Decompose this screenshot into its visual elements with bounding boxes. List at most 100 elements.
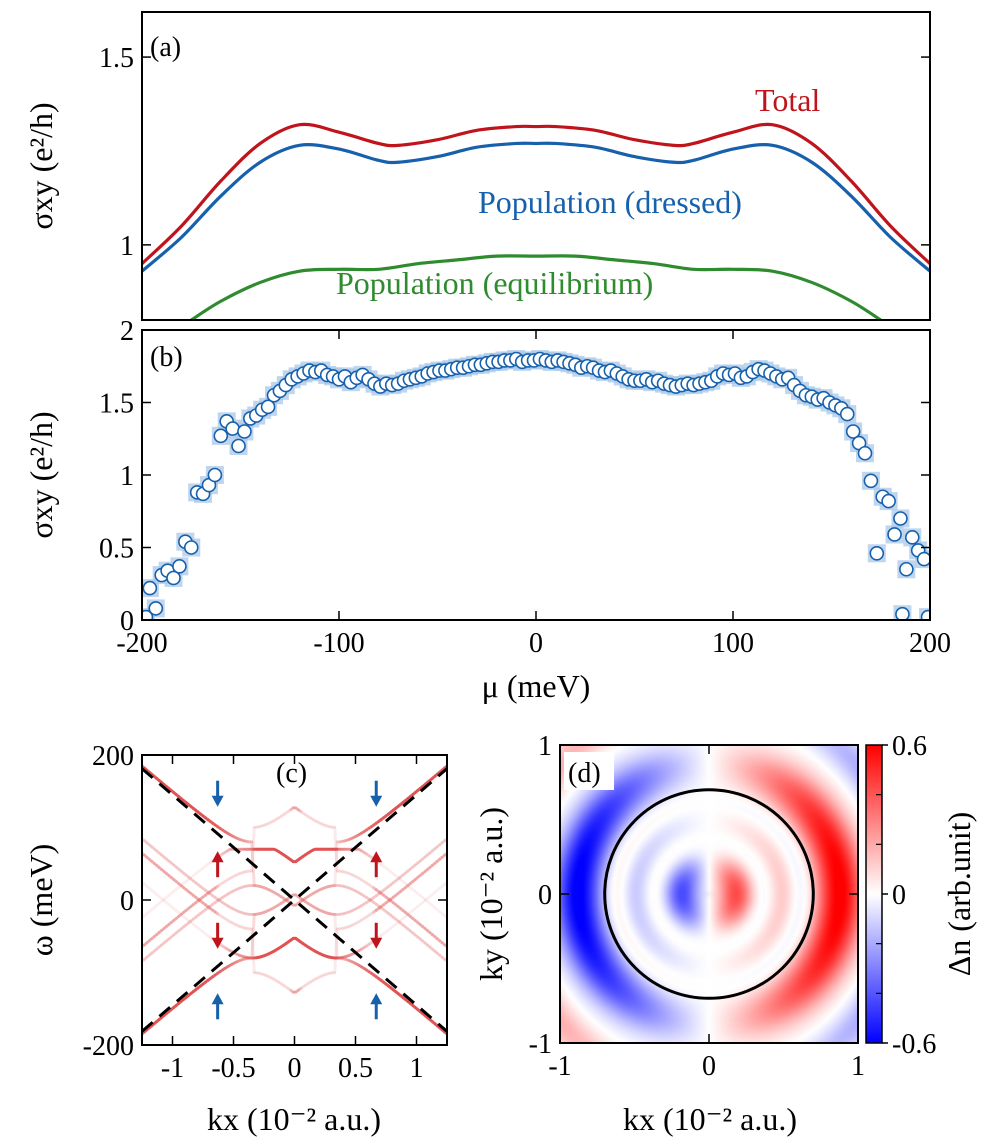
panel-c-band-upper-a-seg-76 xyxy=(325,884,332,889)
panel-c-band-replica-top-seg-23 xyxy=(196,897,203,903)
panel-b-error-bands xyxy=(142,350,930,620)
panel-c-band-upper-b-seg-105 xyxy=(396,919,403,925)
panel-c-band-replica-top-seg-30 xyxy=(213,884,220,890)
panel-c-band-upper-b-seg-42 xyxy=(242,884,249,889)
panel-c-band-replica-top-seg-29 xyxy=(211,886,217,892)
panel-c-band-lower-b-seg-68 xyxy=(306,901,312,907)
panel-c-band-replica-top-seg-99 xyxy=(382,893,388,899)
panel-c-band-replica-bottom-seg-15 xyxy=(177,882,183,888)
panel-c-band-replica-top-seg-24 xyxy=(199,895,205,901)
panel-c-band-replica-bottom-seg-3 xyxy=(147,857,154,863)
panel-c-band-replica-top-seg-26 xyxy=(203,891,210,897)
panel-c-band-upper-a-seg-58 xyxy=(282,896,288,902)
panel-c-band-lower-b-seg-53 xyxy=(269,906,276,911)
panel-c-band-lower-b-seg-21 xyxy=(191,879,198,885)
panel-c-band-lower-b-seg-57 xyxy=(279,900,286,905)
panel-c-band-upper-b-seg-99 xyxy=(382,908,388,914)
panel-c-band-replica-top-seg-109 xyxy=(406,912,412,918)
panel-c-band-lower-a-seg-36 xyxy=(228,962,234,967)
panel-c-band-lower-b-seg-14 xyxy=(174,865,181,871)
panel-c-band-lower-b-seg-16 xyxy=(179,869,185,875)
panel-d-xtick-label-2: 1 xyxy=(851,1051,865,1082)
panel-c-band-replica-bottom-seg-98 xyxy=(379,903,386,909)
panel-c-band-upper-b-seg-57 xyxy=(279,895,286,900)
panel-c-band-replica-top-seg-15 xyxy=(177,912,183,918)
panel-c-band-mid-up-seg-11 xyxy=(167,891,173,897)
panel-c-band-replica-bottom-seg-103 xyxy=(391,893,398,899)
panel-c-band-upper-b-seg-55 xyxy=(274,892,281,897)
panel-c-band-lower-a-seg-63 xyxy=(294,893,300,899)
panel-c-band-replica-bottom-seg-99 xyxy=(382,901,388,907)
panel-c-band-upper-a-seg-69 xyxy=(308,892,315,897)
panel-b-point-128 xyxy=(893,511,908,526)
panel-c-band-upper-b-seg-37 xyxy=(230,888,237,894)
panel-c-band-lower-b-seg-66 xyxy=(301,898,307,904)
panel-c-band-replica-bottom-seg-4 xyxy=(150,859,156,865)
panel-c-band-lower-b-seg-12 xyxy=(169,861,176,867)
panel-c-band-mid-up-seg-109 xyxy=(406,883,412,889)
panel-c-band-replica-bottom-seg-95 xyxy=(372,908,378,914)
panel-c-band-upper-a-seg-82 xyxy=(340,839,347,843)
panel-c-band-mid-up-seg-25 xyxy=(201,864,207,870)
panel-c-band-mid-down-seg-91 xyxy=(362,944,368,950)
panel-c-band-lower-b-seg-64 xyxy=(296,895,303,900)
panel-c-band-mid-down-seg-120 xyxy=(433,888,439,894)
panel-c-ytick-label-2: 200 xyxy=(92,741,134,772)
panel-c-band-mid-down-seg-85 xyxy=(347,952,354,957)
panel-b-xtick-label-0: -200 xyxy=(116,628,167,659)
panel-c-band-upper-b-seg-53 xyxy=(269,889,276,894)
panel-c-band-replica-bottom-seg-33 xyxy=(221,915,227,921)
panel-c-band-replica-bottom-seg-116 xyxy=(423,867,429,873)
panel-c-band-upper-b-seg-21 xyxy=(191,915,198,921)
panel-d-label-bg xyxy=(564,752,614,790)
panel-c-band-mid-down-seg-93 xyxy=(367,941,373,946)
panel-c-ytick-label-0: -200 xyxy=(83,1031,134,1062)
panel-c-band-replica-bottom-seg-39 xyxy=(235,923,242,928)
panel-c-band-replica-bottom-seg-102 xyxy=(389,895,395,901)
panel-c-band-replica-top-seg-116 xyxy=(423,927,429,933)
panel-c-band-lower-b-seg-84 xyxy=(345,910,351,915)
panel-c-band-lower-b-seg-73 xyxy=(318,908,325,913)
panel-c-band-mid-down-seg-115 xyxy=(421,898,427,904)
panel-b-point-0 xyxy=(142,609,154,620)
panel-c-band-lower-a-seg-86 xyxy=(350,960,356,965)
panel-c-band-upper-b-seg-95 xyxy=(372,901,378,906)
panel-c-band-replica-bottom-seg-121 xyxy=(435,857,442,863)
panel-c-band-mid-up-seg-34 xyxy=(223,849,229,854)
panel-b-point-15 xyxy=(225,421,240,436)
panel-c-band-mid-up-seg-103 xyxy=(391,872,398,878)
panel-c-band-lower-b-seg-24 xyxy=(199,885,205,890)
panel-d-ticks: -1 0 1 -1 0 1 xyxy=(529,731,865,1082)
panel-c-band-lower-a-seg-54 xyxy=(272,904,278,910)
panel-c-band-replica-top-seg-71 xyxy=(313,819,320,824)
panel-c-band-lower-b-seg-58 xyxy=(282,898,288,904)
panel-d-xtick-label-0: -1 xyxy=(548,1051,571,1082)
panel-a-series-2 xyxy=(190,254,882,320)
panel-c-band-upper-b-seg-68 xyxy=(306,893,312,899)
panel-c-band-upper-a-seg-70 xyxy=(311,890,317,896)
panel-c-band-lower-a-seg-57 xyxy=(279,900,286,905)
panel-c-band-replica-top-seg-31 xyxy=(216,883,222,888)
panel-c-band-replica-top-seg-41 xyxy=(240,870,246,875)
panel-c-band-mid-up-seg-98 xyxy=(379,862,386,868)
panel-c-band-mid-up-seg-123 xyxy=(440,912,447,918)
panel-c-band-upper-a-seg-48 xyxy=(257,884,264,889)
panel-c-band-upper-b-seg-19 xyxy=(186,919,193,925)
panel-c-band-upper-b-seg-12 xyxy=(169,933,176,939)
panel-c-band-replica-top-seg-67 xyxy=(303,813,310,818)
panel-c-band-replica-top-seg-92 xyxy=(364,881,371,887)
panel-c-band-replica-top-seg-58 xyxy=(282,811,288,817)
panel-c-band-mid-down-seg-18 xyxy=(184,916,190,922)
panel-c-band-upper-b-seg-82 xyxy=(340,884,347,889)
panel-c-band-mid-down-seg-90 xyxy=(360,946,366,951)
panel-c-band-mid-down-seg-41 xyxy=(240,954,246,959)
panel-c-band-mid-down-seg-111 xyxy=(411,907,417,913)
panel-c-band-upper-b-seg-23 xyxy=(196,911,203,917)
panel-c-band-upper-b-seg-8 xyxy=(160,941,166,947)
panel-c-band-replica-top-seg-104 xyxy=(394,903,400,909)
panel-c-arrows xyxy=(211,780,383,1020)
panel-a-series-0 xyxy=(142,122,930,265)
panel-c-band-upper-a-seg-54 xyxy=(272,890,278,896)
panel-c-band-lower-a-seg-59 xyxy=(284,896,290,902)
panel-c-band-mid-up-seg-3 xyxy=(147,908,154,914)
